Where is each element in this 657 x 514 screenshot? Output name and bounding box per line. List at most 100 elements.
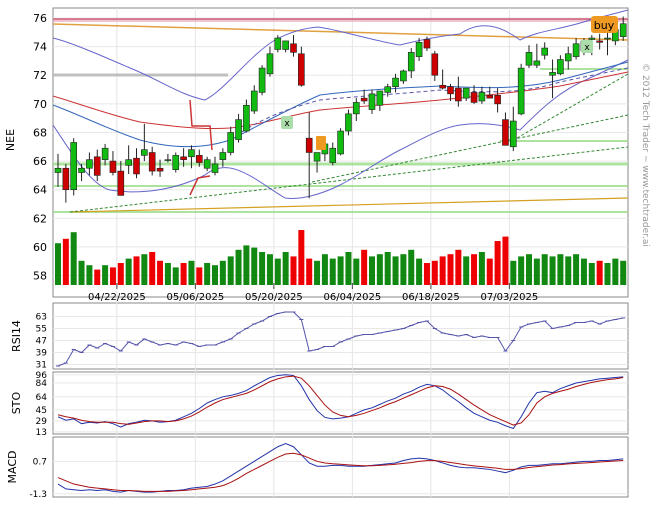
volume-bar [431,260,438,285]
indicator-tick-label: 13 [36,428,47,438]
candle-down [360,97,368,102]
volume-bar [376,254,383,285]
volume-bar [486,258,493,285]
candle-down [298,53,305,86]
stop-line [189,99,213,196]
price-overlays [52,9,629,213]
volume-bar [243,245,250,285]
volume-bar [510,260,517,285]
candle-down [109,160,117,173]
volume-bar [329,258,336,285]
volume-bar [204,263,211,285]
volume-bar [321,254,328,285]
candle-up [250,90,258,112]
candle-up [352,102,360,115]
candle-up [400,70,407,82]
volume-bar [55,243,61,285]
indicator-tick-label: -1.3 [29,490,47,500]
macd-label: MACD [6,451,19,484]
watermark: © 2012 Tech Trader ~ www.techtrader.ai [640,63,650,247]
volume-bar [580,258,587,285]
candle-down [447,86,454,95]
macd-panel-frame [52,436,629,498]
volume-bar [125,258,132,285]
volume-bar [86,265,93,285]
candle-up [70,142,77,190]
candle-up [329,147,337,163]
moving-average-blue [52,61,629,148]
candle-down [117,170,125,196]
candle-up [282,40,289,50]
indicator-tick-label: 84 [36,379,48,389]
price-tick-label: 66 [33,155,47,168]
candle-up [313,152,321,162]
candle-down [455,87,462,102]
date-tick-label: 05/20/2025 [245,292,303,303]
candlesticks [54,16,627,203]
volume-bar [478,252,485,285]
indicator-tick-label: 63 [36,313,47,323]
volume-bar [172,267,179,285]
candle-up [525,52,533,66]
volume-bar [102,265,109,285]
sto-panel-frame [52,371,629,435]
volume-bar [133,256,140,285]
volume-bar [282,252,289,285]
candle-up [588,37,596,40]
candle-down [180,156,187,160]
candle-up [619,23,627,37]
indicator-tick-label: 29 [36,417,48,427]
rsi-panel-frame [52,302,629,370]
resistance-band [53,19,628,22]
volume-bar [227,256,234,285]
volume-bar [596,260,603,285]
uptrend-line-long [69,197,629,213]
bollinger-upper [52,9,629,101]
volume-bar [526,254,532,285]
candle-up [101,147,109,160]
date-tick-label: 05/06/2025 [167,292,225,303]
price-tick-label: 58 [33,270,47,283]
price-tick-label: 72 [33,69,47,82]
x-marker-1: x [281,116,293,129]
candle-down [439,84,446,89]
dotted-trend-1 [69,146,629,213]
x-marker-2-text: x [584,43,590,53]
candle-up [541,47,549,56]
candle-up [549,72,556,76]
date-tick-label: 06/04/2025 [324,292,382,303]
candle-down [470,92,478,103]
candle-down [502,119,509,146]
candle-up [266,53,274,75]
volume-bar [149,252,156,285]
price-tick-label: 68 [33,126,47,139]
volume-bar [502,236,509,285]
volume-bar [251,247,258,285]
candle-up [337,130,344,155]
candle-up [564,53,572,62]
volume-bar [290,256,297,285]
candle-up [415,42,423,57]
candle-down [156,167,164,172]
volume-bar [266,254,273,285]
candle-up [54,167,62,173]
volume-bar [439,256,446,285]
candle-up [604,37,611,40]
volume-bar [573,254,580,285]
candle-down [486,94,494,99]
candle-up [188,149,195,158]
volume-bar [212,265,218,285]
price-tick-label: 74 [33,41,47,54]
volume-bar [612,258,619,285]
candle-up [572,43,580,57]
candle-down [196,155,203,163]
volume-bar [78,260,85,285]
date-axis-ticks: 04/22/2025 05/06/2025 05/20/2025 06/04/2025… [88,283,538,303]
volume-bar [180,263,187,285]
candle-up [258,67,266,93]
volume-bar [471,254,478,285]
candle-up [517,67,525,115]
candle-up [368,93,376,110]
candle-down [305,137,313,153]
